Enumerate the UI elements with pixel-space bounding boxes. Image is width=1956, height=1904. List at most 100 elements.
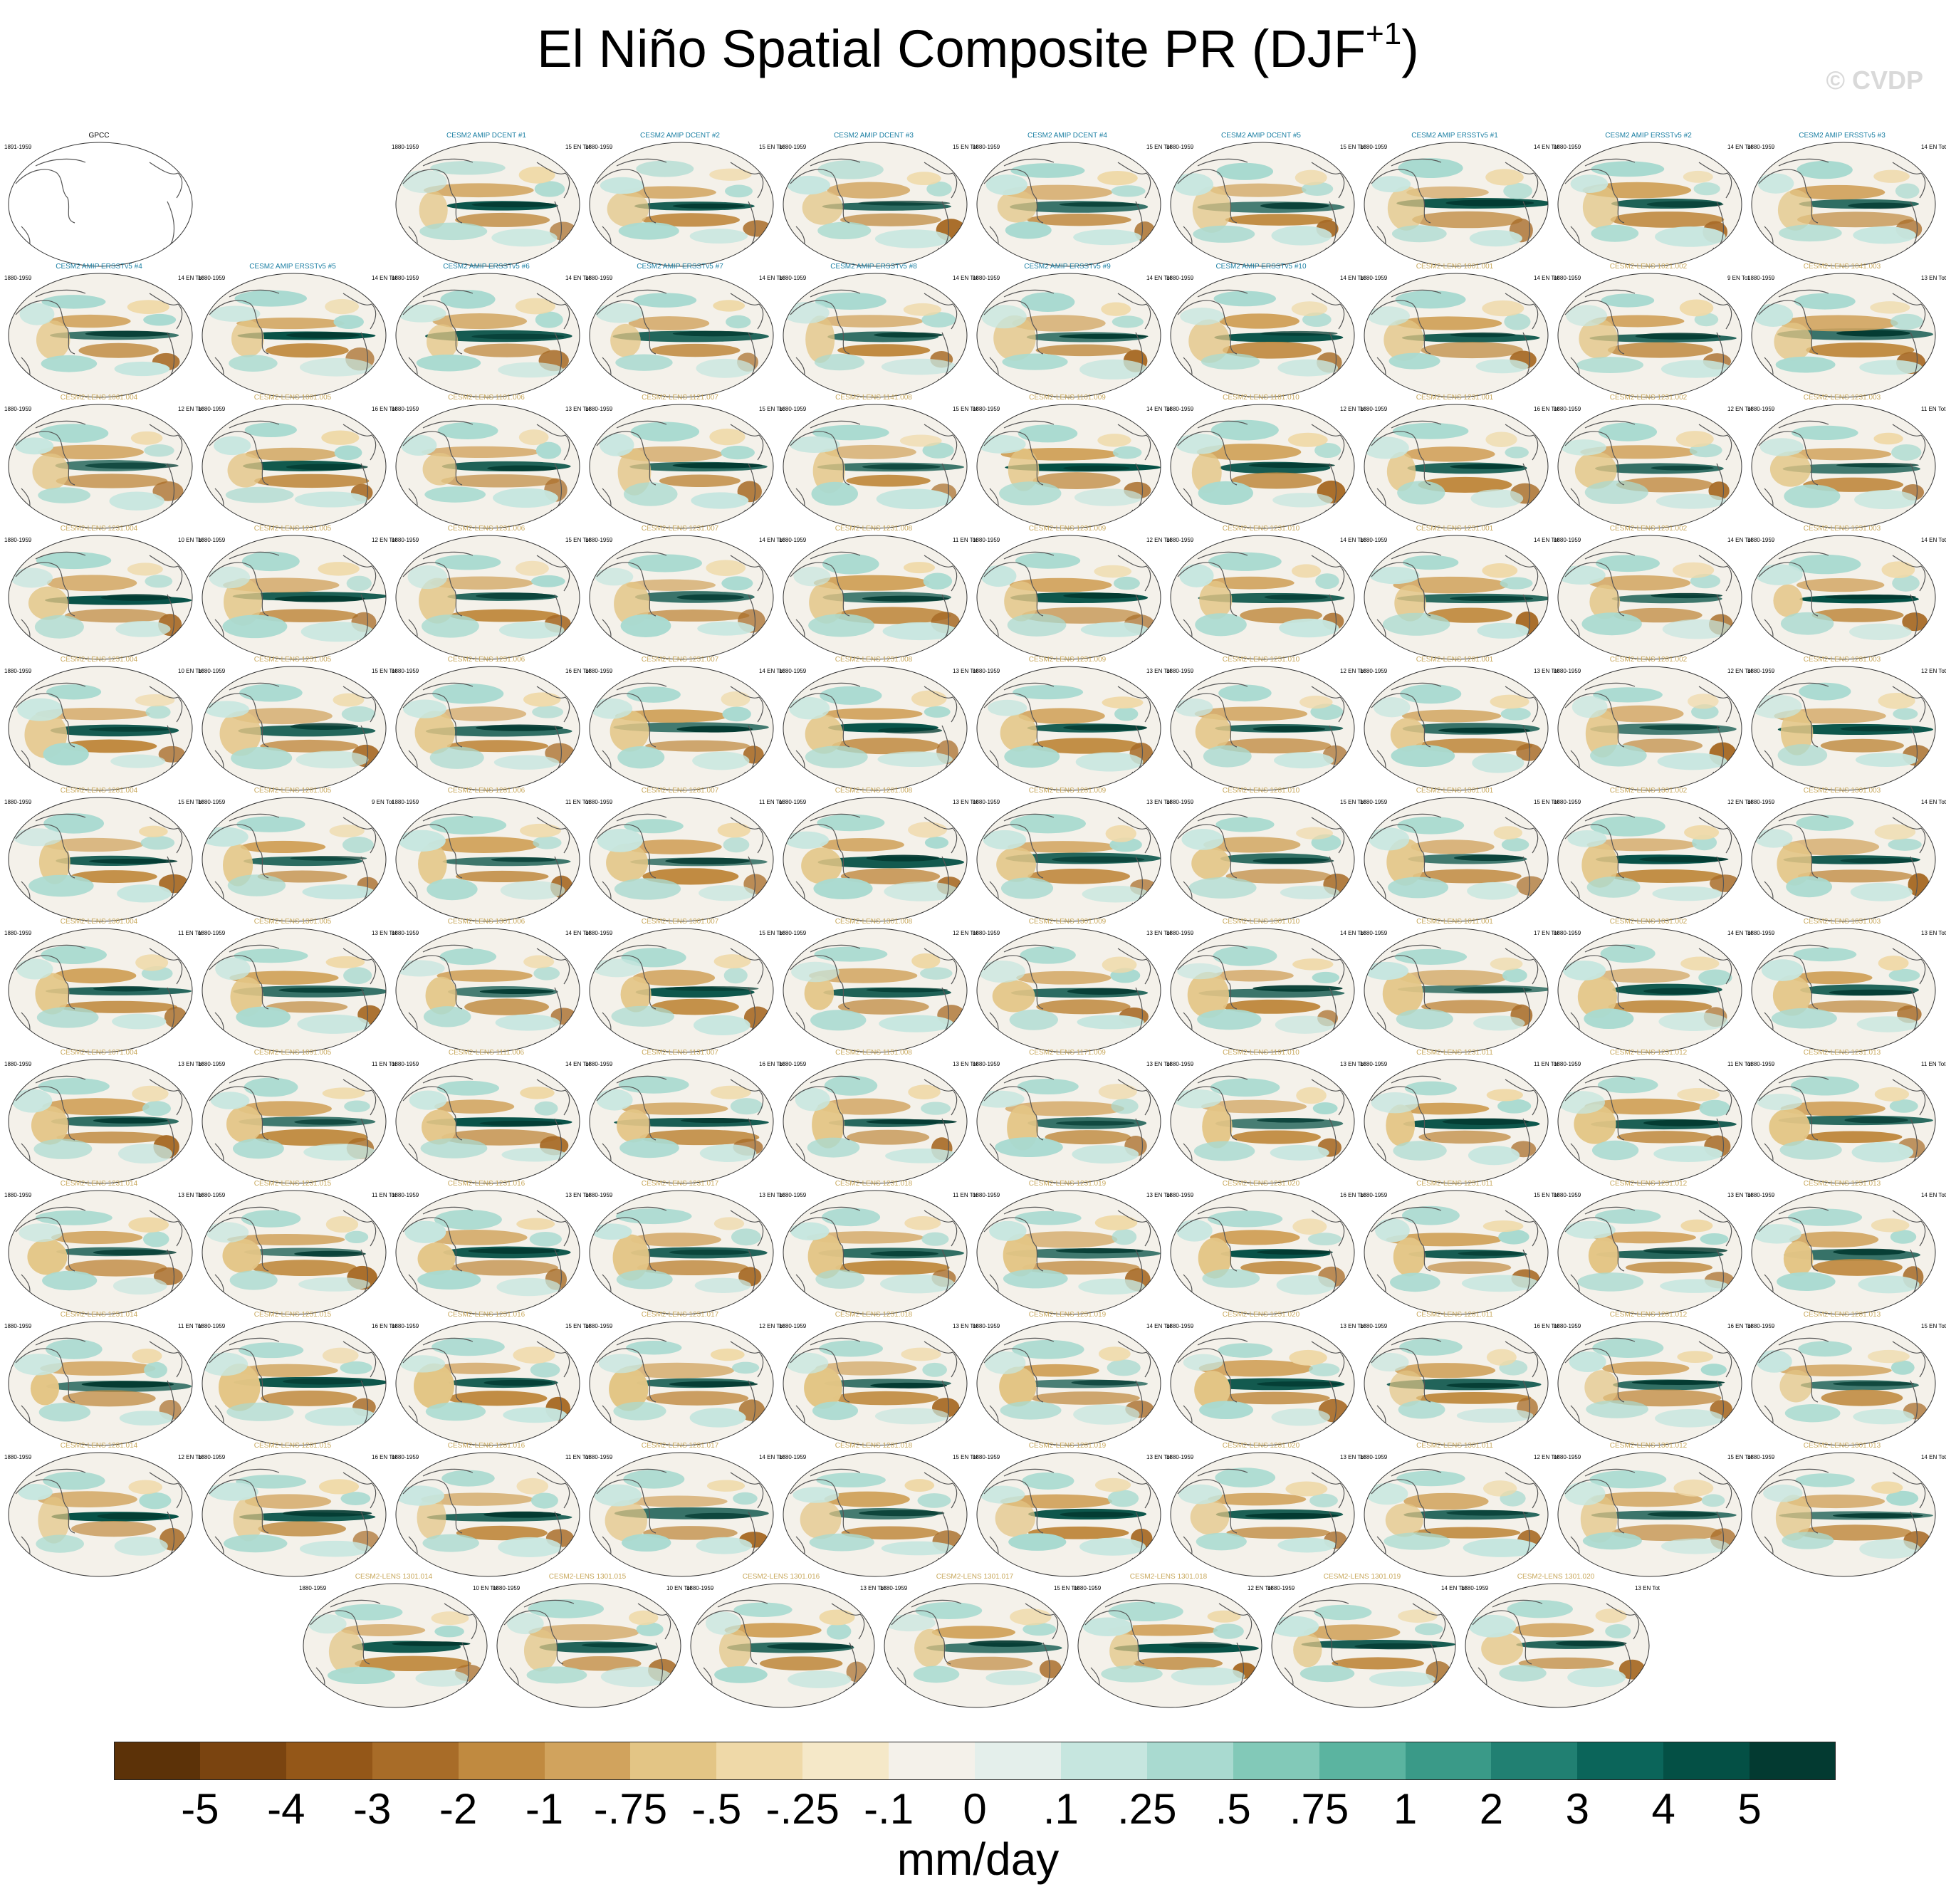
panel-period: 1880-1959 <box>198 930 226 936</box>
robinson-map <box>395 1452 580 1577</box>
figure-title: El Niño Spatial Composite PR (DJF+1) <box>537 16 1419 78</box>
map-panel: CESM2-LENS 1281.004 1880-1959 15 EN Tot <box>3 787 203 923</box>
map-panel: CESM2-LENS 1051.003 1880-1959 13 EN Tot <box>1746 918 1946 1054</box>
robinson-map <box>395 535 580 660</box>
panel-title: CESM2-LENS 1251.017 <box>641 1311 719 1319</box>
map-panel: CESM2-LENS 1301.007 1880-1959 15 EN Tot <box>584 918 784 1054</box>
map-panel: CESM2-LENS 1281.018 1880-1959 15 EN Tot <box>778 1442 978 1578</box>
robinson-map <box>303 1583 488 1708</box>
panel-event-count: 15 EN Tot <box>953 1454 978 1460</box>
panel-event-count: 13 EN Tot <box>565 1192 590 1198</box>
map-panel: CESM2-LENS 1081.005 1880-1959 16 EN Tot <box>197 394 397 530</box>
panel-title: CESM2-LENS 1301.002 <box>1609 787 1688 795</box>
panel-event-count: 14 EN Tot <box>1441 1585 1466 1591</box>
panel-title: CESM2-LENS 1281.007 <box>641 787 719 795</box>
panel-event-count: 16 EN Tot <box>759 1061 784 1067</box>
map-panel: CESM2-LENS 1231.004 1880-1959 10 EN Tot <box>3 525 203 661</box>
panel-event-count: 11 EN Tot <box>953 1192 978 1198</box>
robinson-map <box>395 666 580 791</box>
panel-title: CESM2-LENS 1231.009 <box>1028 525 1107 533</box>
panel-title: CESM2-LENS 1251.015 <box>253 1311 332 1319</box>
map-panel: CESM2-LENS 1001.001 1880-1959 14 EN Tot <box>1359 263 1559 399</box>
panel-event-count: 15 EN Tot <box>1340 144 1365 150</box>
map-panel: CESM2 AMIP ERSSTv5 #8 1880-1959 14 EN Tot <box>778 263 978 399</box>
colorbar-box <box>1405 1742 1492 1780</box>
panel-title: CESM2-LENS 1191.010 <box>1223 1049 1299 1057</box>
panel-title: CESM2-LENS 1281.012 <box>1609 1311 1688 1319</box>
panel-period: 1880-1959 <box>1747 406 1775 412</box>
panel-event-count: 13 EN Tot <box>860 1585 885 1591</box>
panel-event-count: 15 EN Tot <box>953 406 978 412</box>
panel-period: 1880-1959 <box>585 799 613 805</box>
panel-title: CESM2-LENS 1301.008 <box>835 918 913 926</box>
robinson-map <box>783 797 968 922</box>
map-panel: CESM2-LENS 1301.009 1880-1959 13 EN Tot <box>971 918 1171 1054</box>
colorbar-tick-label: -3 <box>353 1785 392 1833</box>
map-panel: CESM2-LENS 1281.006 1880-1959 11 EN Tot <box>390 787 590 923</box>
robinson-map <box>1170 142 1355 267</box>
map-panel: CESM2-LENS 1301.006 1880-1959 14 EN Tot <box>390 918 590 1054</box>
map-panel: CESM2-LENS 1251.017 1880-1959 12 EN Tot <box>584 1311 784 1447</box>
map-panel: CESM2-LENS 1251.004 1880-1959 10 EN Tot <box>3 656 203 792</box>
panel-period: 1880-1959 <box>1360 668 1388 674</box>
colorbar-box <box>716 1742 803 1780</box>
map-panel: CESM2-LENS 1281.005 1880-1959 9 EN Tot <box>197 787 394 923</box>
map-panel: CESM2-LENS 1301.016 1880-1959 13 EN Tot <box>685 1573 885 1709</box>
panel-title: GPCC <box>88 132 110 140</box>
panel-title: CESM2 AMIP ERSSTv5 #5 <box>249 263 336 271</box>
map-panel: CESM2-LENS 1251.014 1880-1959 11 EN Tot <box>3 1311 202 1447</box>
map-panel: CESM2-LENS 1301.013 1880-1959 14 EN Tot <box>1746 1442 1946 1578</box>
panel-event-count: 10 EN Tot <box>178 668 203 674</box>
panel-period: 1880-1959 <box>1360 144 1388 150</box>
panel-title: CESM2-LENS 1141.008 <box>835 394 912 402</box>
panel-period: 1880-1959 <box>392 930 419 936</box>
panel-title: CESM2-LENS 1231.003 <box>1803 394 1881 402</box>
panel-period: 1880-1959 <box>1166 1061 1194 1067</box>
panel-title: CESM2-LENS 1251.011 <box>1416 1180 1493 1188</box>
robinson-map <box>1170 1059 1355 1184</box>
map-panel: CESM2-LENS 1251.009 1880-1959 13 EN Tot <box>971 656 1171 792</box>
panel-event-count: 15 EN Tot <box>1534 799 1559 805</box>
map-panel: CESM2-LENS 1301.003 1880-1959 14 EN Tot <box>1746 787 1946 923</box>
map-panel: CESM2-LENS 1301.010 1880-1959 14 EN Tot <box>1165 918 1365 1054</box>
map-panel: CESM2-LENS 1301.004 1880-1959 11 EN Tot <box>3 918 202 1054</box>
panel-period: 1880-1959 <box>779 668 807 674</box>
panel-title: CESM2-LENS 1301.001 <box>1416 787 1494 795</box>
map-panel: CESM2-LENS 1231.016 1880-1959 13 EN Tot <box>390 1180 590 1316</box>
map-panel: CESM2-LENS 1281.002 1880-1959 12 EN Tot <box>1552 656 1752 792</box>
panel-title: CESM2-LENS 1091.005 <box>253 1049 332 1057</box>
map-panel: CESM2-LENS 1251.002 1880-1959 14 EN Tot <box>1552 525 1752 661</box>
panel-event-count: 13 EN Tot <box>372 930 397 936</box>
panel-period: 1880-1959 <box>1747 1454 1775 1460</box>
panel-event-count: 14 EN Tot <box>178 275 203 281</box>
panel-period: 1880-1959 <box>973 930 1000 936</box>
robinson-map <box>589 797 774 922</box>
panel-period: 1880-1959 <box>973 537 1000 543</box>
panel-event-count: 14 EN Tot <box>565 930 590 936</box>
panel-title: CESM2-LENS 1301.004 <box>60 918 138 926</box>
panel-period: 1880-1959 <box>392 1061 419 1067</box>
panel-title: CESM2-LENS 1281.006 <box>447 787 525 795</box>
colorbar-box <box>544 1742 631 1780</box>
robinson-map <box>1271 1583 1456 1708</box>
panel-title: CESM2-LENS 1281.017 <box>641 1442 719 1450</box>
panel-title: CESM2 AMIP DCENT #3 <box>834 132 914 140</box>
robinson-map <box>395 273 580 398</box>
panel-title: CESM2-LENS 1231.020 <box>1222 1180 1300 1188</box>
map-panel: CESM2 AMIP ERSSTv5 #1 1880-1959 14 EN Tot <box>1359 132 1559 268</box>
robinson-map <box>1364 797 1549 922</box>
panel-title: CESM2-LENS 1051.003 <box>1803 918 1881 926</box>
panel-event-count: 14 EN Tot <box>1340 275 1365 281</box>
map-panel: CESM2-LENS 1231.018 1880-1959 11 EN Tot <box>778 1180 977 1316</box>
panel-period: 1880-1959 <box>585 1454 613 1460</box>
robinson-map <box>976 1321 1161 1446</box>
map-panel: CESM2-LENS 1301.017 1880-1959 15 EN Tot <box>879 1573 1079 1709</box>
panel-period: 1880-1959 <box>973 406 1000 412</box>
panel-title: CESM2-LENS 1281.003 <box>1803 656 1881 664</box>
colorbar-box <box>889 1742 976 1780</box>
robinson-map <box>589 404 774 529</box>
panel-period: 1891-1959 <box>4 144 32 150</box>
colorbar-box <box>630 1742 717 1780</box>
panel-event-count: 14 EN Tot <box>1727 537 1752 543</box>
map-panel: CESM2-LENS 1231.006 1880-1959 15 EN Tot <box>390 525 590 661</box>
